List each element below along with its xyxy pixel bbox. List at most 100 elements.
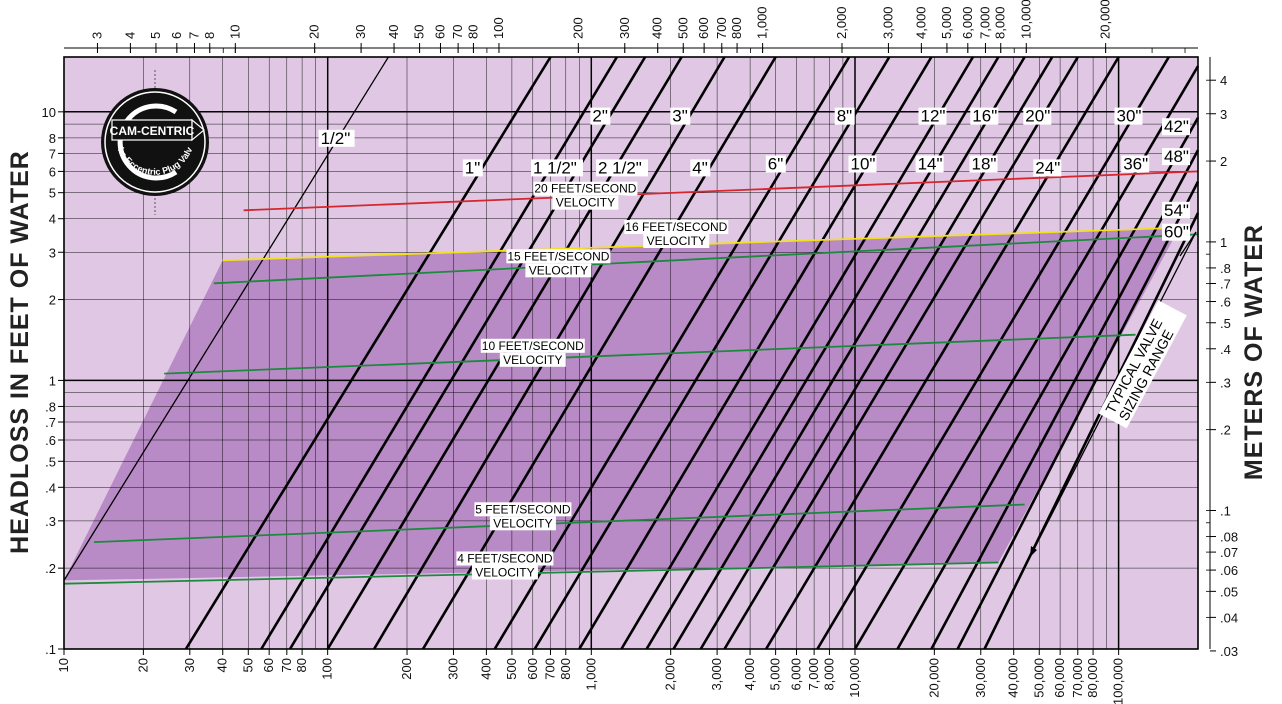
size-label-box (462, 159, 483, 177)
velocity-label: 20 FEET/SECOND (534, 182, 636, 196)
size-label-box (970, 107, 999, 125)
size-label-box (670, 107, 691, 125)
size-label-box (969, 155, 998, 173)
size-label: 16" (972, 107, 997, 126)
y-tick-label: .5 (45, 454, 56, 469)
size-line (672, 56, 1026, 650)
velocity-label-box (456, 551, 554, 566)
velocity-label-box (624, 220, 729, 234)
size-label-box (1162, 223, 1190, 241)
size-line (620, 56, 975, 650)
x2-tick-label: 4 (122, 32, 137, 39)
x2-tick-label: 1,000 (755, 6, 770, 39)
y2-tick-label: .5 (1220, 316, 1231, 331)
x2-tick-label: 4,000 (913, 6, 928, 39)
x2-tick-label: 20 (307, 25, 322, 39)
x2-tick-label: 600 (696, 17, 711, 39)
x-tick-label: 40,000 (1006, 658, 1021, 698)
y2-tick-label: .08 (1220, 530, 1238, 545)
y-axis-right: .03 .04 .05 .06 .07.08 .1 .2 .3 .4 .5 .6 .7.8 1 2 3 4 (1206, 57, 1238, 659)
y-tick-label: .1 (45, 642, 56, 657)
size-label-box (834, 107, 855, 125)
x-tick-label: 20,000 (926, 658, 941, 698)
size-label-box (1162, 148, 1190, 166)
velocity-word: VELOCITY (529, 263, 588, 277)
size-label: 18" (972, 155, 997, 174)
velocity-line (243, 170, 1199, 212)
y-tick-label: 2 (49, 293, 56, 308)
y2-tick-label: .2 (1220, 423, 1231, 438)
size-label: 3" (672, 107, 688, 126)
size-label: 54" (1164, 201, 1189, 220)
velocity-label: 15 FEET/SECOND (507, 249, 609, 263)
x-tick-label: 30 (182, 658, 197, 672)
x2-tick-label: 7 (187, 32, 202, 39)
velocity-label: 16 FEET/SECOND (625, 220, 727, 234)
x2-tick-label: 7,000 (977, 6, 992, 39)
size-line (930, 149, 1200, 650)
velocity-word-box (499, 352, 566, 367)
size-label: 10" (851, 155, 876, 174)
y-tick-label: 5 (49, 186, 56, 201)
velocity-word: VELOCITY (647, 234, 706, 248)
size-line (260, 56, 619, 650)
size-label-box (765, 155, 786, 173)
size-label-box (590, 107, 611, 125)
y-tick-label: 8 (49, 131, 56, 146)
x2-tick-label: 100 (491, 17, 506, 39)
y-tick-label: .7 (45, 415, 56, 430)
y2-tick-label: .6 (1220, 295, 1231, 310)
y2-tick-label: .06 (1220, 563, 1238, 578)
pipe-size-lines (63, 56, 1200, 650)
size-label: 20" (1025, 107, 1050, 126)
x-tick-label: 10,000 (847, 658, 862, 698)
x2-tick-label: 3 (90, 32, 105, 39)
x-tick-label: 40 (215, 658, 230, 672)
size-line (764, 56, 1120, 650)
velocity-word-box (471, 565, 538, 580)
x-tick-label: 4,000 (742, 658, 757, 691)
size-label: 30" (1117, 107, 1142, 126)
velocity-label-box (474, 502, 572, 517)
y2-tick-label: 2 (1220, 154, 1227, 169)
size-label: 6" (768, 155, 784, 174)
y-axis-left: .1 .2 .3 .4 .5 .6 .7.8 1 2 3 4 5 6 78 10 (42, 105, 64, 657)
velocity-word-box (489, 516, 556, 531)
x-tick-label: 20 (135, 658, 150, 672)
size-label: 12" (921, 107, 946, 126)
x2-tick-label: 500 (675, 17, 690, 39)
x-tick-label: 50 (240, 658, 255, 672)
x2-tick-label: 800 (729, 17, 744, 39)
x2-tick-label: 60 (433, 25, 448, 39)
y2-tick-label: .07 (1220, 545, 1238, 560)
x2-tick-label: 40 (386, 25, 401, 39)
size-label-box (318, 129, 355, 147)
x-tick-label: 30,000 (973, 658, 988, 698)
pipe-size-labels: 1/2" 1" 1 1/2" 2" 2 1/2" 3" 4" 6" 8" 10" 12" 14" 16"… (318, 107, 1190, 242)
velocity-word: VELOCITY (503, 353, 562, 367)
velocity-label: 10 FEET/SECOND (482, 339, 584, 353)
y-tick-label: .2 (45, 561, 56, 576)
x-tick-label: 3,000 (709, 658, 724, 691)
y2-tick-label: .7 (1220, 277, 1231, 292)
x-tick-label: 300 (446, 658, 461, 680)
size-label-box (1162, 118, 1190, 136)
y-axis-title-left: HEADLOSS IN FEET OF WATER (6, 150, 34, 554)
size-label: 24" (1035, 158, 1060, 177)
x-tick-label: 400 (478, 658, 493, 680)
x-tick-label: 10 (56, 658, 71, 672)
typical-range-arrowhead (1030, 546, 1037, 557)
y-axis-title-right: METERS OF WATER (1240, 224, 1268, 480)
logo-brand-text: CAM-CENTRIC (110, 124, 195, 138)
x2-tick-label: 300 (617, 17, 632, 39)
y-tick-label: 3 (49, 245, 56, 260)
x-tick-label: 500 (504, 658, 519, 680)
x2-tick-label: 8 (202, 32, 217, 39)
x-tick-label: 1,000 (583, 658, 598, 691)
velocity-label-box (506, 249, 611, 264)
size-label: 8" (837, 107, 853, 126)
y2-tick-label: 3 (1220, 107, 1227, 122)
size-label: 36" (1123, 155, 1148, 174)
size-label-box (1121, 155, 1150, 173)
velocity-lines (63, 170, 1199, 585)
